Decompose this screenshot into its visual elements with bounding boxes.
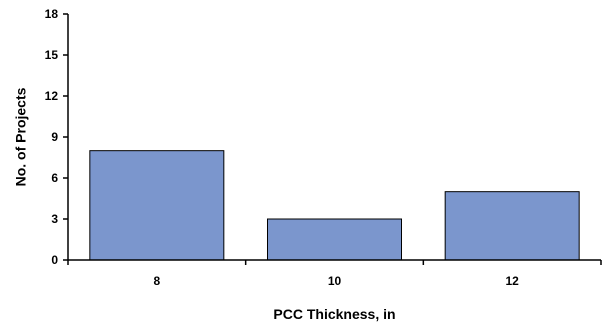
y-tick-label: 9 [51, 130, 58, 144]
bars-group [89, 150, 580, 261]
y-tick-label: 0 [51, 253, 58, 267]
y-tick-label: 12 [45, 89, 59, 103]
bar-10 [267, 218, 402, 261]
y-tick-label: 3 [51, 212, 58, 226]
x-tick-label: 8 [153, 274, 160, 288]
x-axis-title: PCC Thickness, in [273, 306, 395, 322]
x-tick-label: 10 [328, 274, 342, 288]
y-tick-label: 6 [51, 171, 58, 185]
x-ticks-group: 8 10 12 [67, 260, 602, 288]
y-tick-label: 15 [45, 48, 59, 62]
y-axis-title: No. of Projects [13, 87, 29, 186]
bar-8 [89, 150, 225, 261]
y-ticks-group: 0 3 6 9 12 15 18 [45, 7, 68, 267]
x-tick-label: 12 [505, 274, 519, 288]
bar-12 [444, 191, 580, 261]
y-tick-label: 18 [45, 7, 59, 21]
